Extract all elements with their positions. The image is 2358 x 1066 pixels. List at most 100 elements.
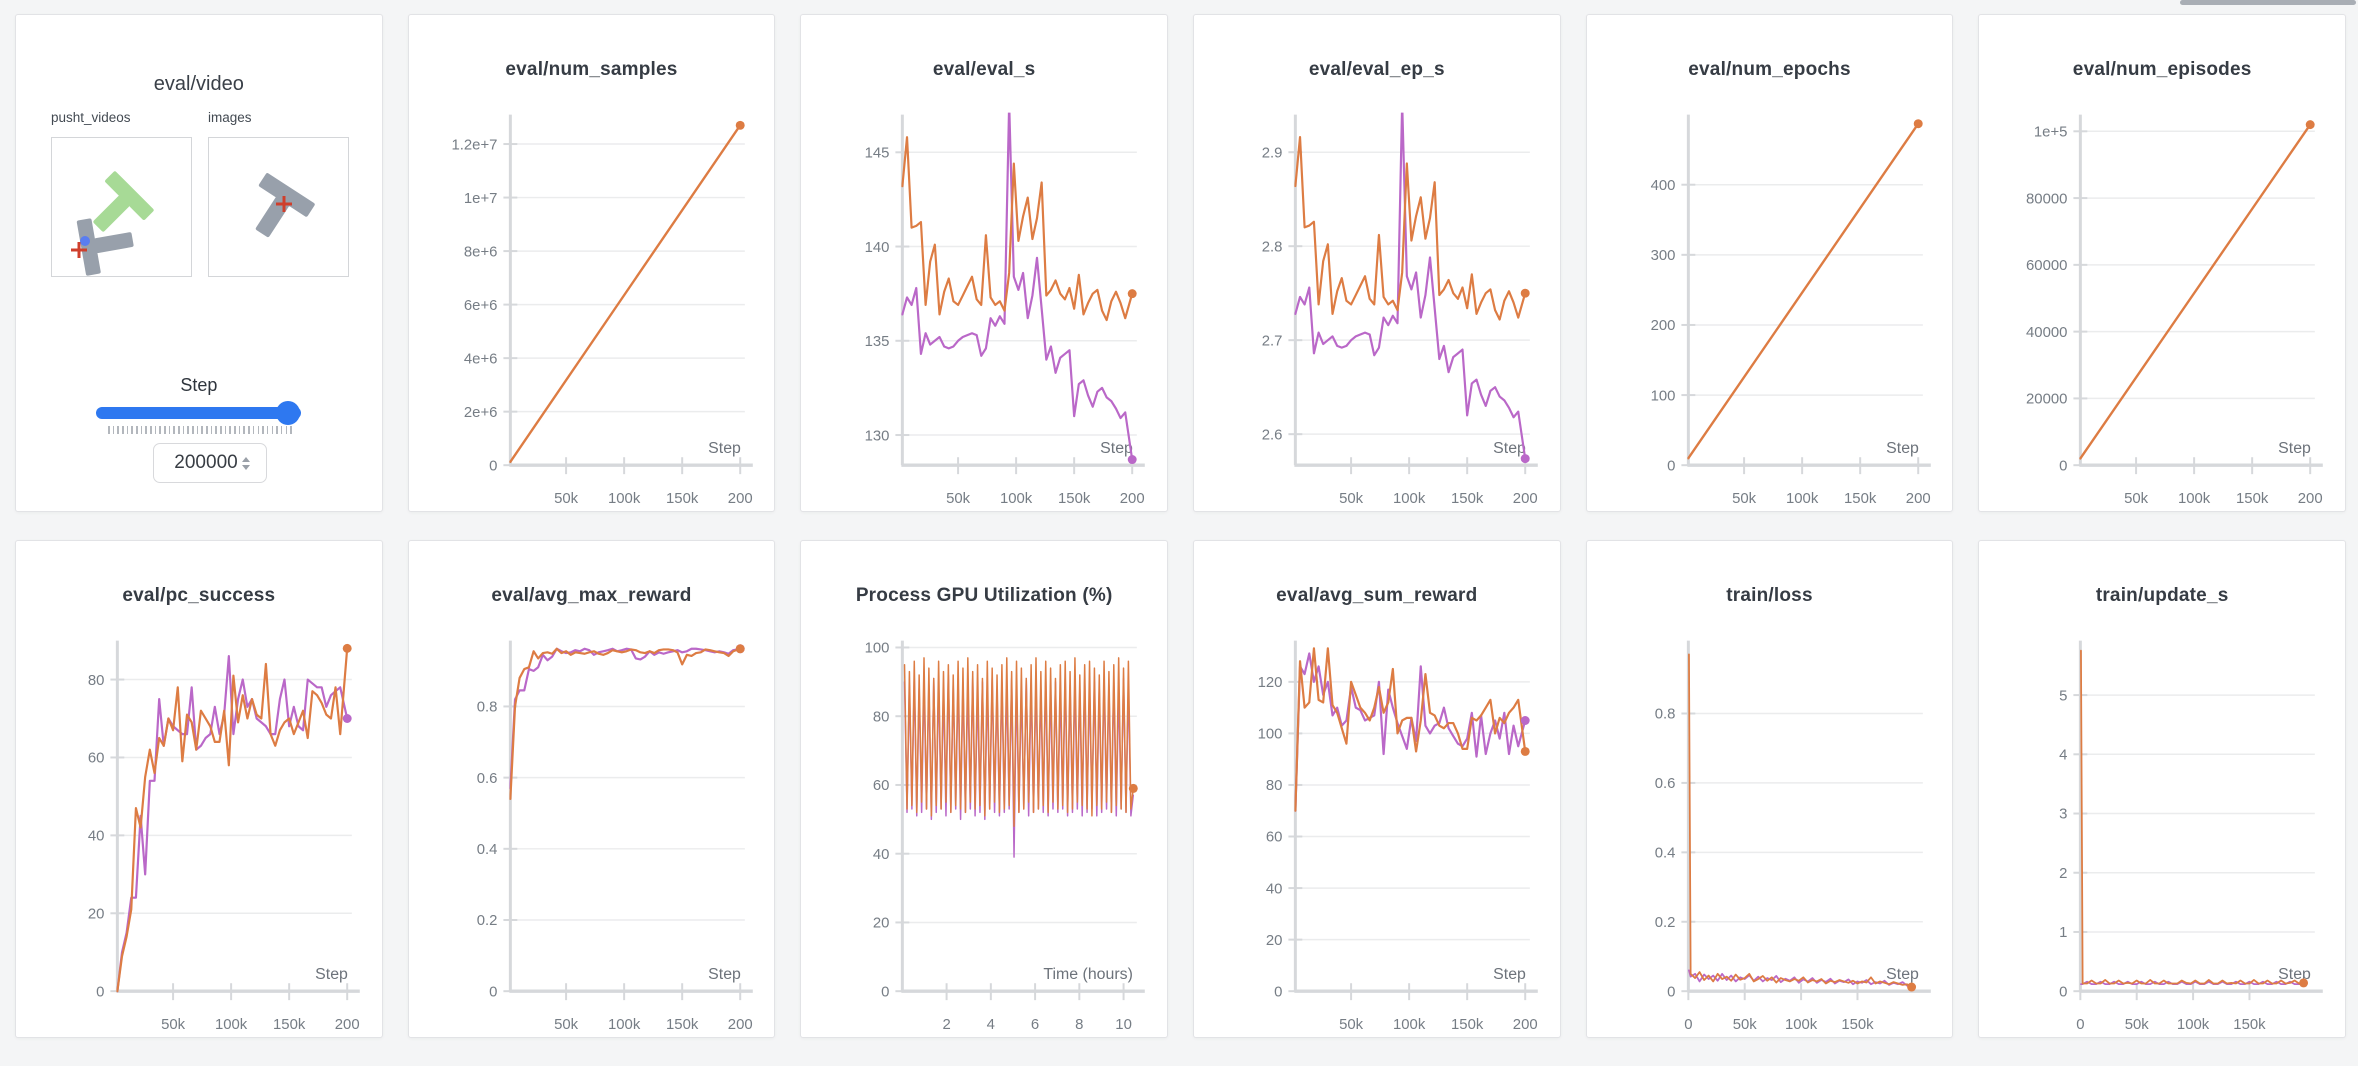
ruler-tick xyxy=(276,426,278,434)
series-end-dot-run-a xyxy=(1128,289,1138,299)
step-input-wrap xyxy=(153,443,267,483)
chart-title: eval/avg_max_reward xyxy=(491,585,692,606)
step-slider-ruler xyxy=(108,426,292,435)
series-end-dot-run-b xyxy=(1128,455,1138,465)
goal-cross-icon xyxy=(276,196,292,212)
x-tick-label: 50k xyxy=(946,490,971,507)
chart-title: train/update_s xyxy=(2095,585,2229,606)
x-tick-label: 50k xyxy=(1339,490,1364,507)
images-thumbnail[interactable] xyxy=(208,137,349,277)
ruler-tick xyxy=(229,426,231,434)
y-tick-label: 40000 xyxy=(2026,324,2067,341)
panel-train-update-s: train/update_s 0 1 2 3 4 5 0 50k 100k 150k Step xyxy=(1978,540,2346,1038)
x-tick-label: 150k xyxy=(2236,490,2269,507)
chart-canvas-eval-num-epochs[interactable]: 0 100 200 300 400 50k 100k 150k 200 Step xyxy=(1587,15,1953,511)
images-frame xyxy=(255,173,315,238)
goal-cross-icon xyxy=(71,242,87,258)
x-tick-label: 200 xyxy=(727,490,752,507)
step-input[interactable] xyxy=(170,452,242,474)
y-tick-label: 4 xyxy=(2059,747,2067,764)
ruler-tick xyxy=(187,426,189,434)
step-slider-track[interactable] xyxy=(96,407,301,419)
y-tick-label: 6e+6 xyxy=(464,297,498,314)
chart-title: eval/num_epochs xyxy=(1688,59,1851,80)
x-tick-label: 50k xyxy=(554,490,579,507)
step-stepper[interactable] xyxy=(242,456,250,470)
panel-eval-eval-s: eval/eval_s 130 135 140 145 50k 100k 150k 200 Ste… xyxy=(800,14,1168,512)
chart-canvas-eval-eval-s[interactable]: 130 135 140 145 50k 100k 150k 200 Step xyxy=(801,15,1167,511)
panel-process-gpu-utilization: Process GPU Utilization (%) 0 20 40 60 80 100 2… xyxy=(800,540,1168,1038)
ruler-tick xyxy=(271,426,274,434)
series-line-run-a xyxy=(116,647,349,993)
target-t-shape xyxy=(93,171,154,232)
chart-canvas-eval-num-episodes[interactable]: 0 20000 40000 60000 80000 1e+5 50k 100k 150k 200 S… xyxy=(1979,15,2345,511)
ruler-tick xyxy=(220,426,222,434)
horizontal-scrollbar[interactable] xyxy=(2180,0,2356,5)
y-tick-label: 0 xyxy=(1667,457,1675,474)
x-tick-label: 150k xyxy=(666,490,699,507)
y-tick-label: 80000 xyxy=(2026,190,2067,207)
chart-canvas-process-gpu-utilization[interactable]: 0 20 40 60 80 100 2 4 6 8 10 Time (hours) xyxy=(801,541,1167,1037)
panel-eval-eval-ep-s: eval/eval_ep_s 2.6 2.7 2.8 2.9 50k 100k 150k 200… xyxy=(1192,14,1561,512)
pusht-video-thumbnail[interactable] xyxy=(51,137,192,277)
y-tick-label: 0.8 xyxy=(1654,706,1675,723)
ruler-tick xyxy=(210,426,213,434)
x-tick-label: 150k xyxy=(1844,490,1877,507)
panel-eval-video: eval/video pusht_videos images xyxy=(15,14,383,512)
y-tick-label: 60 xyxy=(1266,829,1283,846)
y-tick-label: 60 xyxy=(88,750,105,767)
x-tick-label: 100k xyxy=(608,490,641,507)
ruler-tick xyxy=(112,426,115,434)
series-end-dot-run-b xyxy=(1520,454,1530,464)
panel-eval-num-episodes: eval/num_episodes 0 20000 40000 60000 80000 1e… xyxy=(1978,14,2346,512)
chart-canvas-eval-avg-sum-reward[interactable]: 0 20 40 60 80 100 120 50k 100k 150k 200 Step xyxy=(1194,541,1560,1037)
x-tick-label: 100k xyxy=(608,1016,641,1033)
series-line-run-a xyxy=(901,136,1134,322)
step-slider-thumb[interactable] xyxy=(276,401,300,425)
y-tick-label: 3 xyxy=(2059,806,2067,823)
y-tick-label: 0 xyxy=(2059,457,2067,474)
series-line-run xyxy=(1687,122,1920,460)
y-tick-label: 1e+7 xyxy=(464,190,498,207)
y-tick-label: 0.6 xyxy=(476,770,497,787)
chart-title: eval/num_episodes xyxy=(2072,59,2252,80)
pusht-video-frame xyxy=(71,171,154,276)
y-tick-label: 20000 xyxy=(2026,391,2067,408)
stepper-down-icon[interactable] xyxy=(242,464,250,470)
y-tick-label: 100 xyxy=(1650,387,1675,404)
ruler-tick xyxy=(136,426,138,434)
agent-dot xyxy=(80,236,90,246)
media-label-pusht-videos: pusht_videos xyxy=(51,110,131,125)
ruler-tick xyxy=(248,426,250,434)
ruler-tick xyxy=(201,426,203,434)
axis-label: Step xyxy=(2279,440,2312,457)
series-end-dot-run-a xyxy=(2299,978,2309,988)
chart-canvas-eval-avg-max-reward[interactable]: 0 0.2 0.4 0.6 0.8 50k 100k 150k 200 Step xyxy=(409,541,775,1037)
series-line-run-b xyxy=(901,112,1134,461)
y-tick-label: 140 xyxy=(865,239,890,256)
y-tick-label: 60000 xyxy=(2026,257,2067,274)
chart-canvas-train-loss[interactable]: 0 0.2 0.4 0.6 0.8 0 50k 100k 150k Step xyxy=(1587,541,1953,1037)
y-tick-label: 1.2e+7 xyxy=(451,136,497,153)
x-tick-label: 50k xyxy=(1732,490,1757,507)
ruler-tick xyxy=(196,426,199,434)
x-tick-label: 150k xyxy=(666,1016,699,1033)
y-tick-label: 0.2 xyxy=(476,912,497,929)
y-tick-label: 4e+6 xyxy=(464,350,498,367)
y-tick-label: 0 xyxy=(96,983,104,1000)
x-tick-label: 50k xyxy=(554,1016,579,1033)
x-tick-label: 50k xyxy=(161,1016,186,1033)
axis-label: Time (hours) xyxy=(1044,966,1133,983)
y-tick-label: 100 xyxy=(1258,726,1283,743)
panel-eval-avg-sum-reward: eval/avg_sum_reward 0 20 40 60 80 100 120 50k 100… xyxy=(1192,540,1561,1038)
y-tick-label: 80 xyxy=(873,708,890,725)
y-tick-label: 20 xyxy=(873,915,890,932)
chart-canvas-eval-pc-success[interactable]: 0 20 40 60 80 50k 100k 150k 200 Step xyxy=(16,541,382,1037)
stepper-up-icon[interactable] xyxy=(242,456,250,462)
ruler-tick xyxy=(122,426,124,434)
ruler-tick xyxy=(173,426,175,434)
chart-canvas-eval-num-samples[interactable]: 0 2e+6 4e+6 6e+6 8e+6 1e+7 1.2e+7 50k 100k 150k 20… xyxy=(409,15,775,511)
chart-canvas-eval-eval-ep-s[interactable]: 2.6 2.7 2.8 2.9 50k 100k 150k 200 Step xyxy=(1194,15,1560,511)
ruler-tick xyxy=(117,426,119,434)
